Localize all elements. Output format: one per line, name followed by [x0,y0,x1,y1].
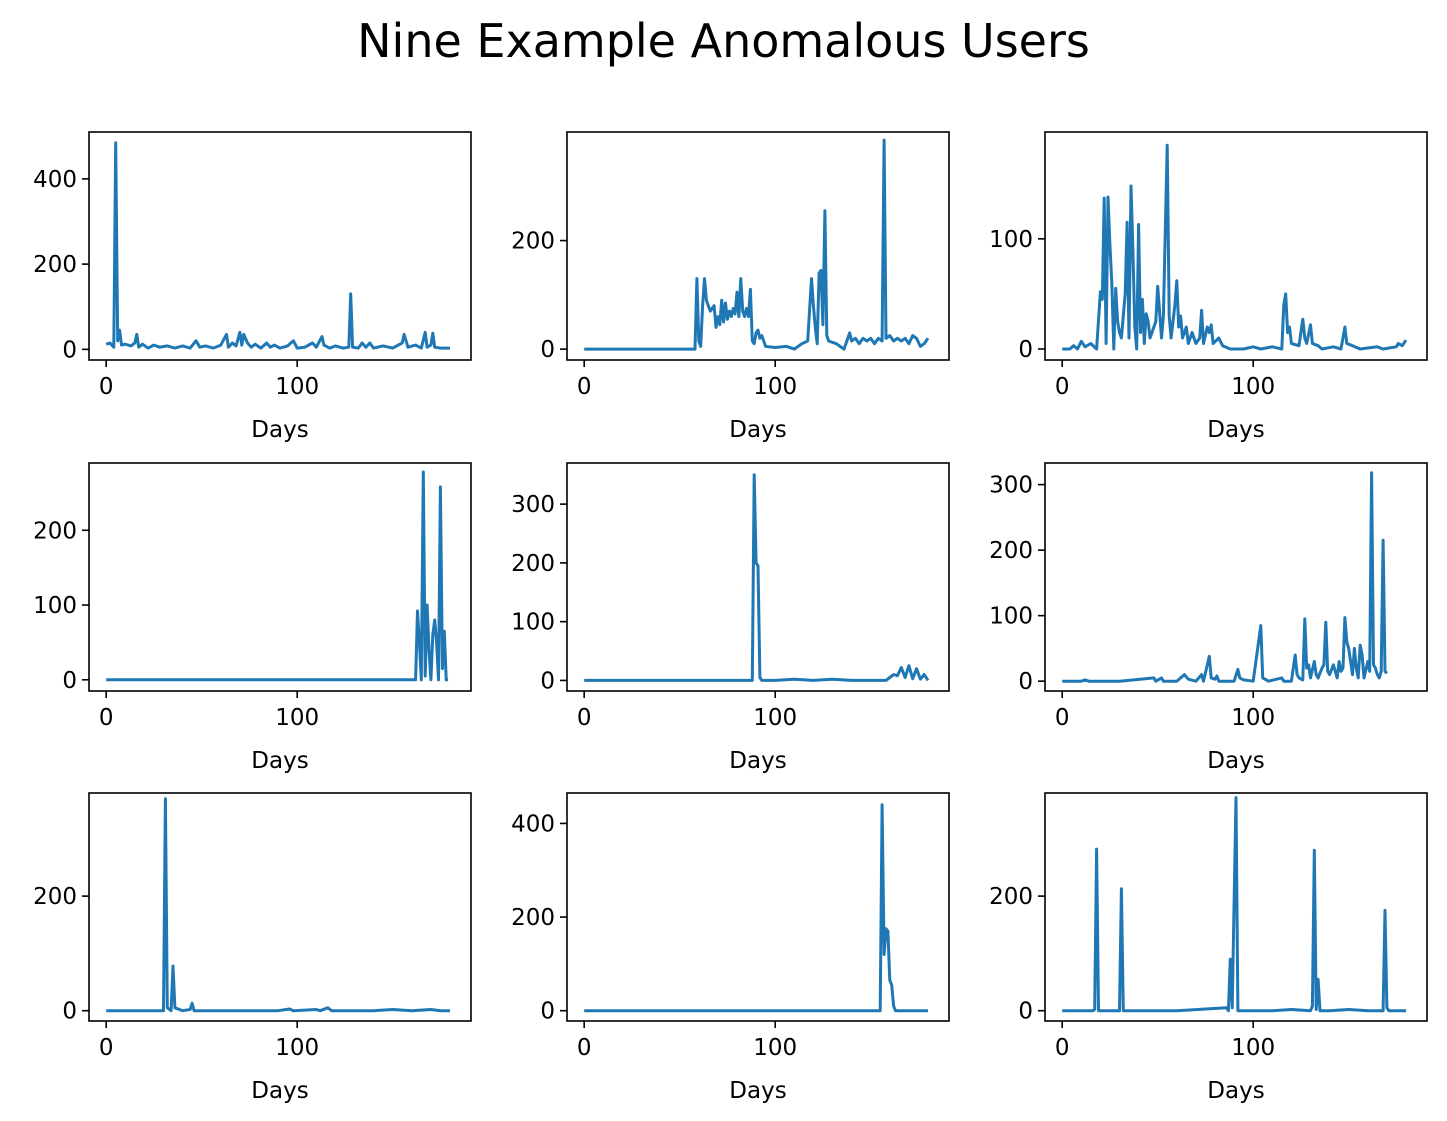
series-line-7-1 [106,797,450,1013]
y-tick-label: 0 [62,337,77,363]
axes-frame [1044,131,1428,361]
y-tick-label: 0 [540,999,555,1025]
subplot-1: 0 100 0 200 400 Days [33,131,472,443]
y-tick-label: 400 [511,811,555,837]
x-axis-label: Days [729,748,786,774]
x-tick-label: 100 [1231,374,1275,400]
series-line-8-1 [584,803,928,1013]
subplot-5: 0 100 0 100 200 300 Days [511,462,950,774]
axes-frame [1044,462,1428,692]
x-tick-label: 100 [753,374,797,400]
series-line-4-1 [106,470,449,682]
y-tick-label: 200 [511,229,555,255]
x-tick-label: 100 [275,1035,319,1061]
axes-frame [1044,792,1428,1022]
subplot-4: 0 100 0 100 200 Days [33,462,472,774]
series-line-1-1 [105,141,450,350]
x-axis-label: Days [729,1078,786,1104]
axes-frame [566,131,950,361]
x-axis-label: Days [251,748,308,774]
y-tick-label: 0 [540,668,555,694]
y-tick-label: 200 [33,884,77,910]
y-tick-label: 300 [511,492,555,518]
x-tick-label: 100 [1231,705,1275,731]
y-tick-label: 0 [1018,337,1033,363]
x-tick-label: 0 [577,705,592,731]
y-tick-label: 300 [989,473,1033,499]
x-tick-label: 100 [753,1035,797,1061]
y-tick-label: 100 [989,227,1033,253]
x-axis-label: Days [1207,1078,1264,1104]
subplot-6: 0 100 0 100 200 300 Days [989,462,1428,774]
y-tick-label: 0 [1018,999,1033,1025]
series-line-3-1 [1062,143,1408,351]
x-tick-label: 0 [577,374,592,400]
x-tick-label: 100 [753,705,797,731]
y-tick-label: 200 [33,252,77,278]
y-tick-label: 0 [540,337,555,363]
subplot-2: 0 100 0 200 Days [511,131,950,443]
subplot-3: 0 100 0 100 Days [989,131,1428,443]
axes-frame [88,131,472,361]
x-axis-label: Days [1207,417,1264,443]
y-tick-label: 400 [33,167,77,193]
y-tick-label: 100 [33,593,77,619]
y-tick-label: 200 [511,551,555,577]
x-tick-label: 0 [99,705,114,731]
subplot-8: 0 100 0 200 400 Days [511,792,950,1104]
series-line-9-1 [1062,796,1406,1013]
y-tick-label: 200 [511,905,555,931]
y-tick-label: 0 [62,999,77,1025]
x-tick-label: 0 [1055,1035,1070,1061]
series-line-5-1 [584,473,930,682]
y-tick-label: 200 [989,884,1033,910]
axes-frame [566,792,950,1022]
y-tick-label: 100 [511,610,555,636]
x-tick-label: 0 [1055,705,1070,731]
x-axis-label: Days [729,417,786,443]
x-tick-label: 100 [275,705,319,731]
x-axis-label: Days [251,1078,308,1104]
y-tick-label: 0 [1018,669,1033,695]
y-tick-label: 200 [33,518,77,544]
axes-frame [88,462,472,692]
y-tick-label: 0 [62,668,77,694]
figure-title: Nine Example Anomalous Users [357,14,1090,68]
x-tick-label: 0 [99,374,114,400]
x-axis-label: Days [251,417,308,443]
y-tick-label: 200 [989,538,1033,564]
x-tick-label: 100 [1231,1035,1275,1061]
y-tick-label: 100 [989,604,1033,630]
x-axis-label: Days [1207,748,1264,774]
x-tick-label: 0 [99,1035,114,1061]
subplot-9: 0 100 0 200 Days [989,792,1428,1104]
x-tick-label: 0 [577,1035,592,1061]
series-line-2-1 [584,138,930,351]
axes-frame [566,462,950,692]
x-tick-label: 0 [1055,374,1070,400]
series-line-6-1 [1062,471,1388,683]
x-tick-label: 100 [275,374,319,400]
axes-frame [88,792,472,1022]
subplot-7: 0 100 0 200 Days [33,792,472,1104]
